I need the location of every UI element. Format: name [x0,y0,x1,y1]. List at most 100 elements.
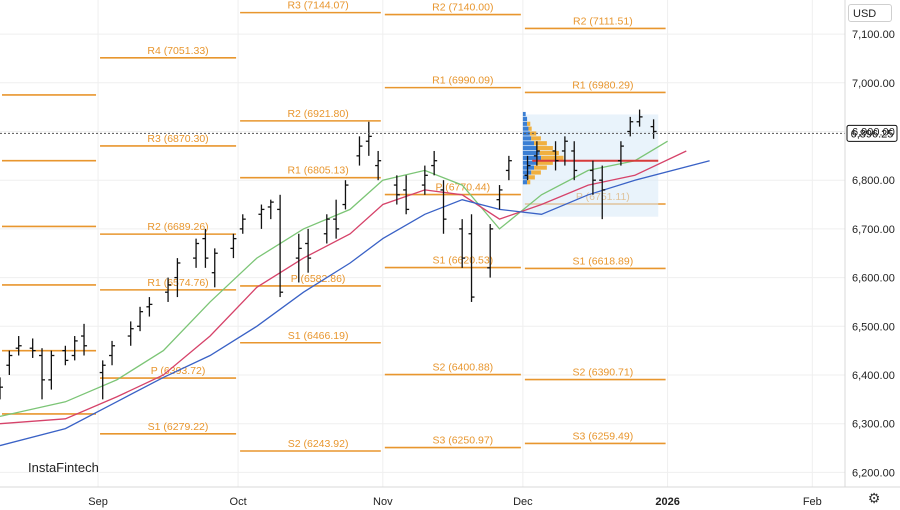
ohlc-bar [146,297,153,317]
profile-bar-orange [536,146,553,151]
profile-bar-blue [522,111,526,117]
pivot-label: R2 (6689.26) [147,221,208,233]
ohlc-bar [202,228,209,268]
profile-bar-orange [534,141,547,146]
ohlc-bar [71,336,78,361]
profile-bar-orange [534,165,547,170]
ohlc-bar [62,345,69,366]
ma-line-ema_fast [0,140,668,418]
ohlc-bar [174,258,181,298]
y-tick-label: 6,500.00 [852,321,895,333]
pivot-label: R4 (7051.33) [147,45,208,57]
ohlc-bar [375,150,382,181]
pivot-label: P (6582.86) [291,273,346,285]
ohlc-bar [258,204,265,229]
ohlc-bar [239,214,246,234]
y-tick-label: 6,200.00 [852,467,895,479]
ohlc-bar [127,321,134,346]
ohlc-bar [48,350,55,390]
y-tick-label: 7,000.00 [852,78,895,90]
ohlc-bar [211,248,218,288]
profile-bar-orange [531,170,541,175]
profile-bar-blue [522,121,528,126]
ohlc-bar [193,238,200,268]
ohlc-bar [267,199,274,220]
x-axis[interactable]: Sep Oct Nov Dec 2026 Feb [0,486,900,508]
x-tick-label: Dec [513,496,533,508]
pivot-label: R1 (6980.29) [572,79,633,91]
ohlc-bar [599,165,606,220]
profile-bar-orange [528,126,532,131]
pivot-label: S2 (6400.88) [432,362,493,374]
ohlc-bar [365,121,372,156]
brand-logo: InstaFintech [28,460,99,475]
ohlc-bar [440,180,447,234]
profile-bar-blue [522,146,537,151]
ohlc-bar [421,165,428,195]
profile-bar-orange [527,180,531,185]
y-tick-label: 6,800.00 [852,175,895,187]
pivot-label: S3 (6259.49) [573,430,634,442]
pivot-label: R3 (7144.07) [287,0,348,12]
ohlc-bar [165,277,172,302]
profile-bar-orange [536,160,553,165]
profile-bar-orange [528,175,535,180]
ohlc-bar [505,155,512,181]
profile-bar-blue [522,126,529,131]
pivot-label: S3 (6250.97) [432,435,493,447]
y-tick-label: 6,300.00 [852,419,895,431]
ohlc-bars [0,109,657,400]
pivot-levels: R4 (7051.33) R3 (6870.30) R2 (6689.26) R1 (… [2,0,666,452]
ohlc-bar [403,175,410,215]
ohlc-bar [109,340,116,366]
ohlc-bar [342,180,349,210]
ohlc-bar [323,214,330,244]
ohlc-bar [137,306,144,332]
pivot-label: S1 (6279.22) [148,421,209,433]
ohlc-bar [356,136,363,166]
ohlc-bar [627,116,634,137]
x-tick-label: Sep [88,496,108,508]
pivot-label: R2 (7140.00) [432,2,493,14]
ohlc-bar [81,323,88,356]
pivot-label: R3 (6870.30) [147,133,208,145]
volume-profile [522,111,564,185]
ohlc-bar [6,350,13,375]
profile-bar-blue [522,160,537,165]
ohlc-bar [524,155,531,181]
ohlc-bar [650,119,657,139]
y-tick-label: 6,700.00 [852,224,895,236]
ohlc-bar [561,136,568,166]
ohlc-bar [39,348,46,400]
ohlc-bar [571,141,578,181]
moving-averages [0,140,710,447]
profile-bar-blue [522,165,535,170]
profile-bar-blue [522,150,540,156]
x-tick-label: Feb [803,496,822,508]
ohlc-bar [468,214,475,302]
x-tick-label: Oct [230,496,247,508]
currency-selector[interactable]: USD [848,4,892,22]
pivot-label: S2 (6243.92) [288,438,349,450]
ohlc-bar [617,141,624,166]
ohlc-bar [277,194,284,298]
y-axis[interactable]: 6,896.25 7,100.00 7,000.00 6,900.00 6,800.00… [844,0,898,487]
settings-icon[interactable]: ⚙ [867,491,881,507]
pivot-label: R2 (7111.51) [573,15,633,27]
ohlc-bar [29,338,36,358]
ohlc-bar [393,175,400,205]
ohlc-bar [552,141,559,171]
last-price-box [846,124,898,142]
profile-bar-orange [527,121,531,126]
pivot-label: R1 (6990.09) [432,75,493,87]
profile-bar-blue [522,155,542,160]
grid [0,0,845,487]
ohlc-bar [589,160,596,195]
y-tick-label: 6,900.00 [852,126,895,138]
pivot-label: S1 (6466.19) [288,330,349,342]
x-tick-label: Nov [373,496,393,508]
pivot-label: R1 (6805.13) [287,165,348,177]
y-tick-label: 6,400.00 [852,370,895,382]
ohlc-bar [496,185,503,210]
